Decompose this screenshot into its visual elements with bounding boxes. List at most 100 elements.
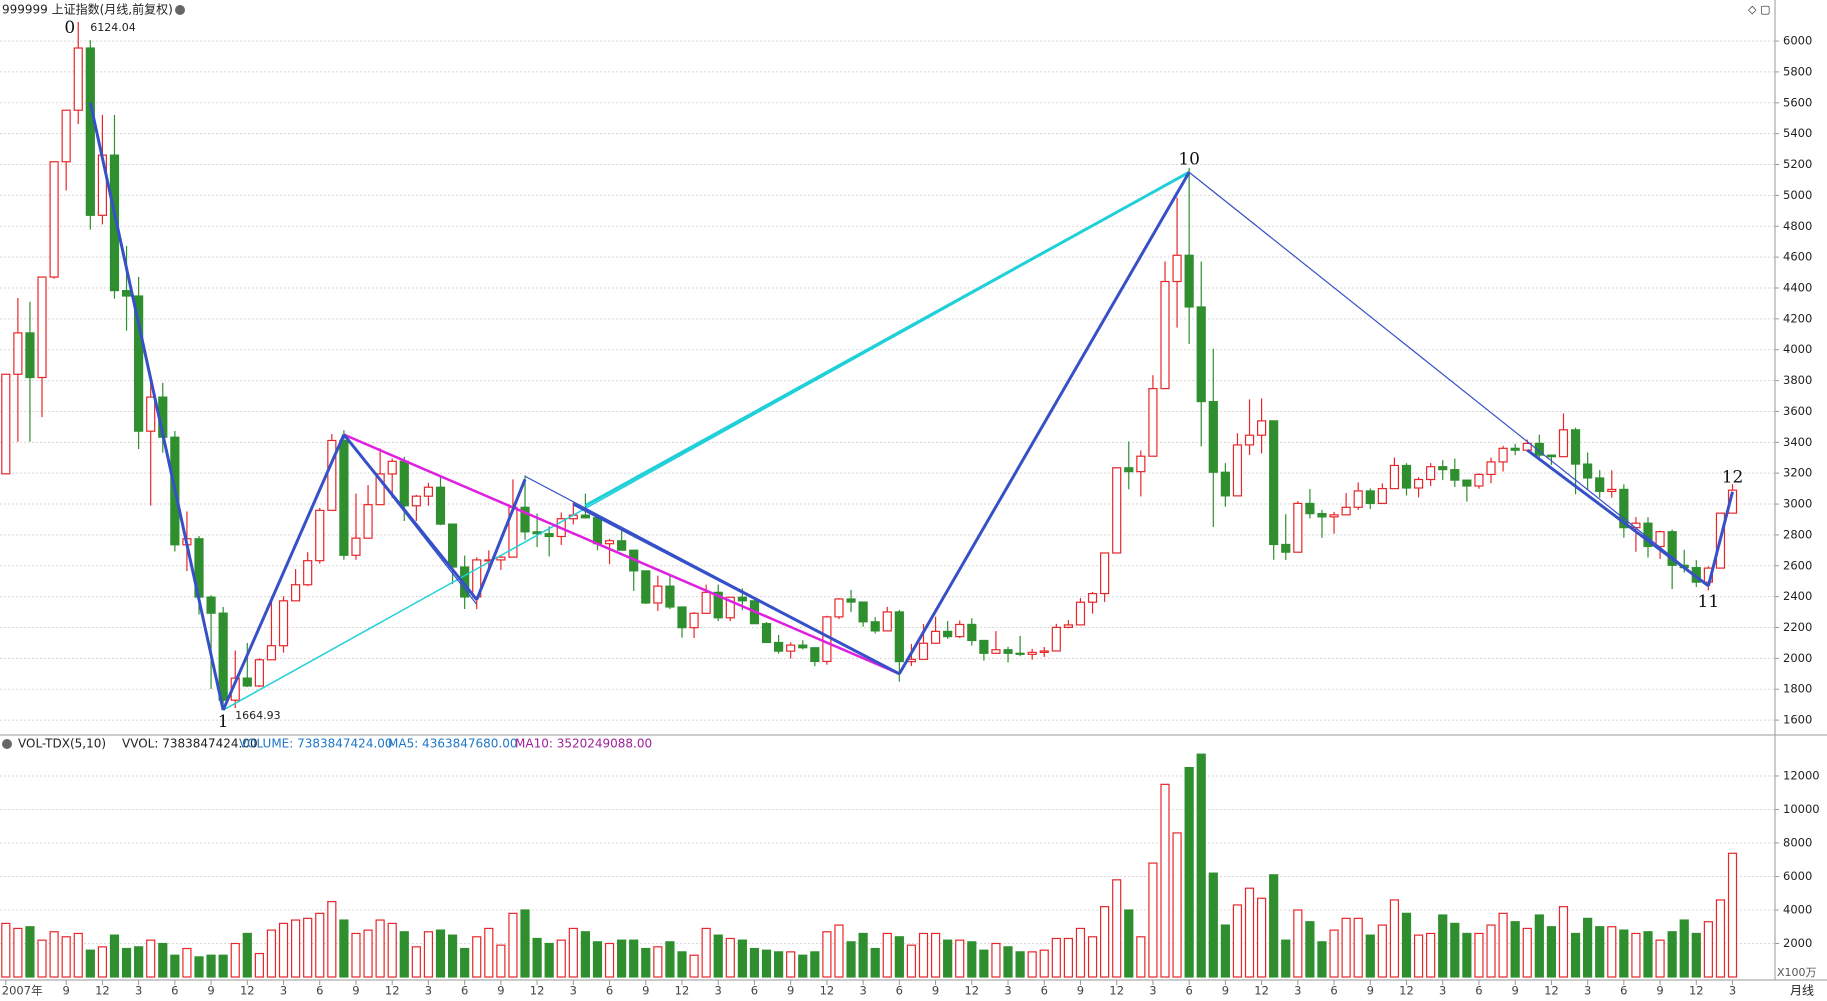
volume-bar bbox=[1546, 926, 1557, 978]
x-tick-label: 6 bbox=[606, 984, 613, 998]
candle-body bbox=[1136, 455, 1146, 473]
volume-bar bbox=[278, 922, 289, 978]
candle-body bbox=[447, 523, 458, 568]
candle-body bbox=[1112, 467, 1122, 554]
volume-bar bbox=[822, 931, 832, 978]
candle-body bbox=[85, 47, 95, 216]
volume-bar bbox=[1136, 936, 1146, 978]
candle-body bbox=[1413, 478, 1424, 489]
x-tick-label: 9 bbox=[1512, 984, 1519, 998]
volume-bar bbox=[1051, 937, 1061, 978]
volume-bar bbox=[580, 931, 591, 978]
candle-body bbox=[303, 560, 313, 586]
x-tick-label: 9 bbox=[1656, 984, 1663, 998]
candle-body bbox=[1256, 420, 1267, 436]
wave-label: 0 bbox=[64, 18, 75, 38]
volume-bar bbox=[1160, 783, 1170, 978]
x-tick-label: 6 bbox=[316, 984, 323, 998]
volume-bar bbox=[930, 932, 941, 978]
wave-label: 1 bbox=[218, 712, 229, 732]
candle-body bbox=[544, 533, 554, 538]
candle-body bbox=[1450, 469, 1460, 481]
volume-bar bbox=[170, 954, 180, 978]
candle-body bbox=[930, 630, 941, 644]
volume-bar bbox=[1679, 919, 1689, 978]
y-tick-label: 3200 bbox=[1783, 466, 1812, 480]
y-tick-label: 3800 bbox=[1783, 373, 1812, 387]
candle-body bbox=[1498, 447, 1508, 463]
candle-body bbox=[1534, 442, 1544, 456]
volume-bar bbox=[1510, 921, 1520, 978]
candle-body bbox=[134, 295, 144, 432]
candle-body bbox=[991, 649, 1001, 654]
candle-body bbox=[266, 645, 277, 661]
menu-icon[interactable] bbox=[175, 5, 185, 15]
candle-body bbox=[641, 570, 651, 604]
volume-bar bbox=[1003, 946, 1013, 978]
volume-bar bbox=[894, 936, 904, 978]
indicator-menu-icon[interactable] bbox=[2, 739, 12, 749]
wave-line bbox=[343, 434, 478, 605]
volume-bar bbox=[109, 934, 120, 978]
volume-bar bbox=[387, 922, 397, 978]
candle-body bbox=[146, 396, 156, 432]
candle-body bbox=[363, 504, 373, 539]
candle-body bbox=[870, 621, 880, 632]
candle-body bbox=[1389, 464, 1400, 490]
candle-body bbox=[1075, 601, 1086, 626]
candle-body bbox=[1329, 514, 1339, 518]
candle-body bbox=[399, 460, 409, 507]
volume-bar bbox=[327, 901, 337, 978]
volume-bar bbox=[242, 932, 252, 978]
candle-body bbox=[1124, 467, 1134, 473]
candle-body bbox=[1341, 506, 1351, 516]
window-icons[interactable]: ◇ ▢ bbox=[1748, 3, 1770, 16]
volume-value: VOLUME: 7383847424.00 bbox=[239, 737, 393, 751]
wave-line bbox=[343, 433, 900, 675]
candle-body bbox=[858, 601, 868, 623]
volume-bar bbox=[629, 939, 639, 978]
candle-body bbox=[218, 612, 228, 701]
volume-bar bbox=[1184, 766, 1194, 978]
candle-body bbox=[435, 486, 446, 525]
candle-body bbox=[786, 644, 796, 652]
candle-body bbox=[894, 611, 904, 663]
candle-body bbox=[339, 439, 349, 556]
x-tick-label: 6 bbox=[1475, 984, 1482, 998]
volume-bar bbox=[158, 942, 168, 978]
volume-bar bbox=[447, 934, 458, 978]
volume-bar bbox=[182, 947, 192, 978]
candle-body bbox=[49, 161, 59, 278]
y-tick-label: 5600 bbox=[1783, 95, 1812, 109]
candle-body bbox=[810, 647, 820, 663]
candle-body bbox=[1087, 592, 1098, 603]
candle-body bbox=[387, 460, 397, 475]
candle-body bbox=[955, 623, 965, 638]
x-tick-label: 12 bbox=[385, 984, 400, 998]
y-tick-label: 8000 bbox=[1783, 835, 1812, 849]
volume-bar bbox=[677, 951, 687, 978]
candle-body bbox=[1619, 488, 1629, 529]
volume-bar bbox=[375, 919, 385, 978]
wave-line bbox=[572, 502, 901, 676]
volume-bar bbox=[423, 931, 434, 978]
candle-body bbox=[121, 290, 132, 297]
volume-bar bbox=[1027, 951, 1037, 978]
volume-bar bbox=[206, 954, 216, 978]
candle-body bbox=[846, 598, 856, 603]
candle-body bbox=[1401, 464, 1412, 489]
candle-body bbox=[1667, 531, 1677, 566]
x-tick-label: 6 bbox=[1041, 984, 1048, 998]
volume-bar bbox=[665, 941, 675, 978]
x-tick-label: 9 bbox=[1077, 984, 1084, 998]
wave-label: 12 bbox=[1722, 467, 1744, 487]
x-tick-label: 3 bbox=[859, 984, 866, 998]
volume-bar bbox=[1727, 852, 1738, 978]
y-tick-label: 3600 bbox=[1783, 404, 1812, 418]
candle-body bbox=[701, 591, 711, 614]
x-tick-label: 2007年 bbox=[2, 984, 43, 998]
y-tick-label: 2200 bbox=[1783, 620, 1812, 634]
candle-body bbox=[1486, 461, 1496, 476]
volume-bar bbox=[1570, 932, 1581, 978]
volume-bar bbox=[266, 929, 277, 978]
